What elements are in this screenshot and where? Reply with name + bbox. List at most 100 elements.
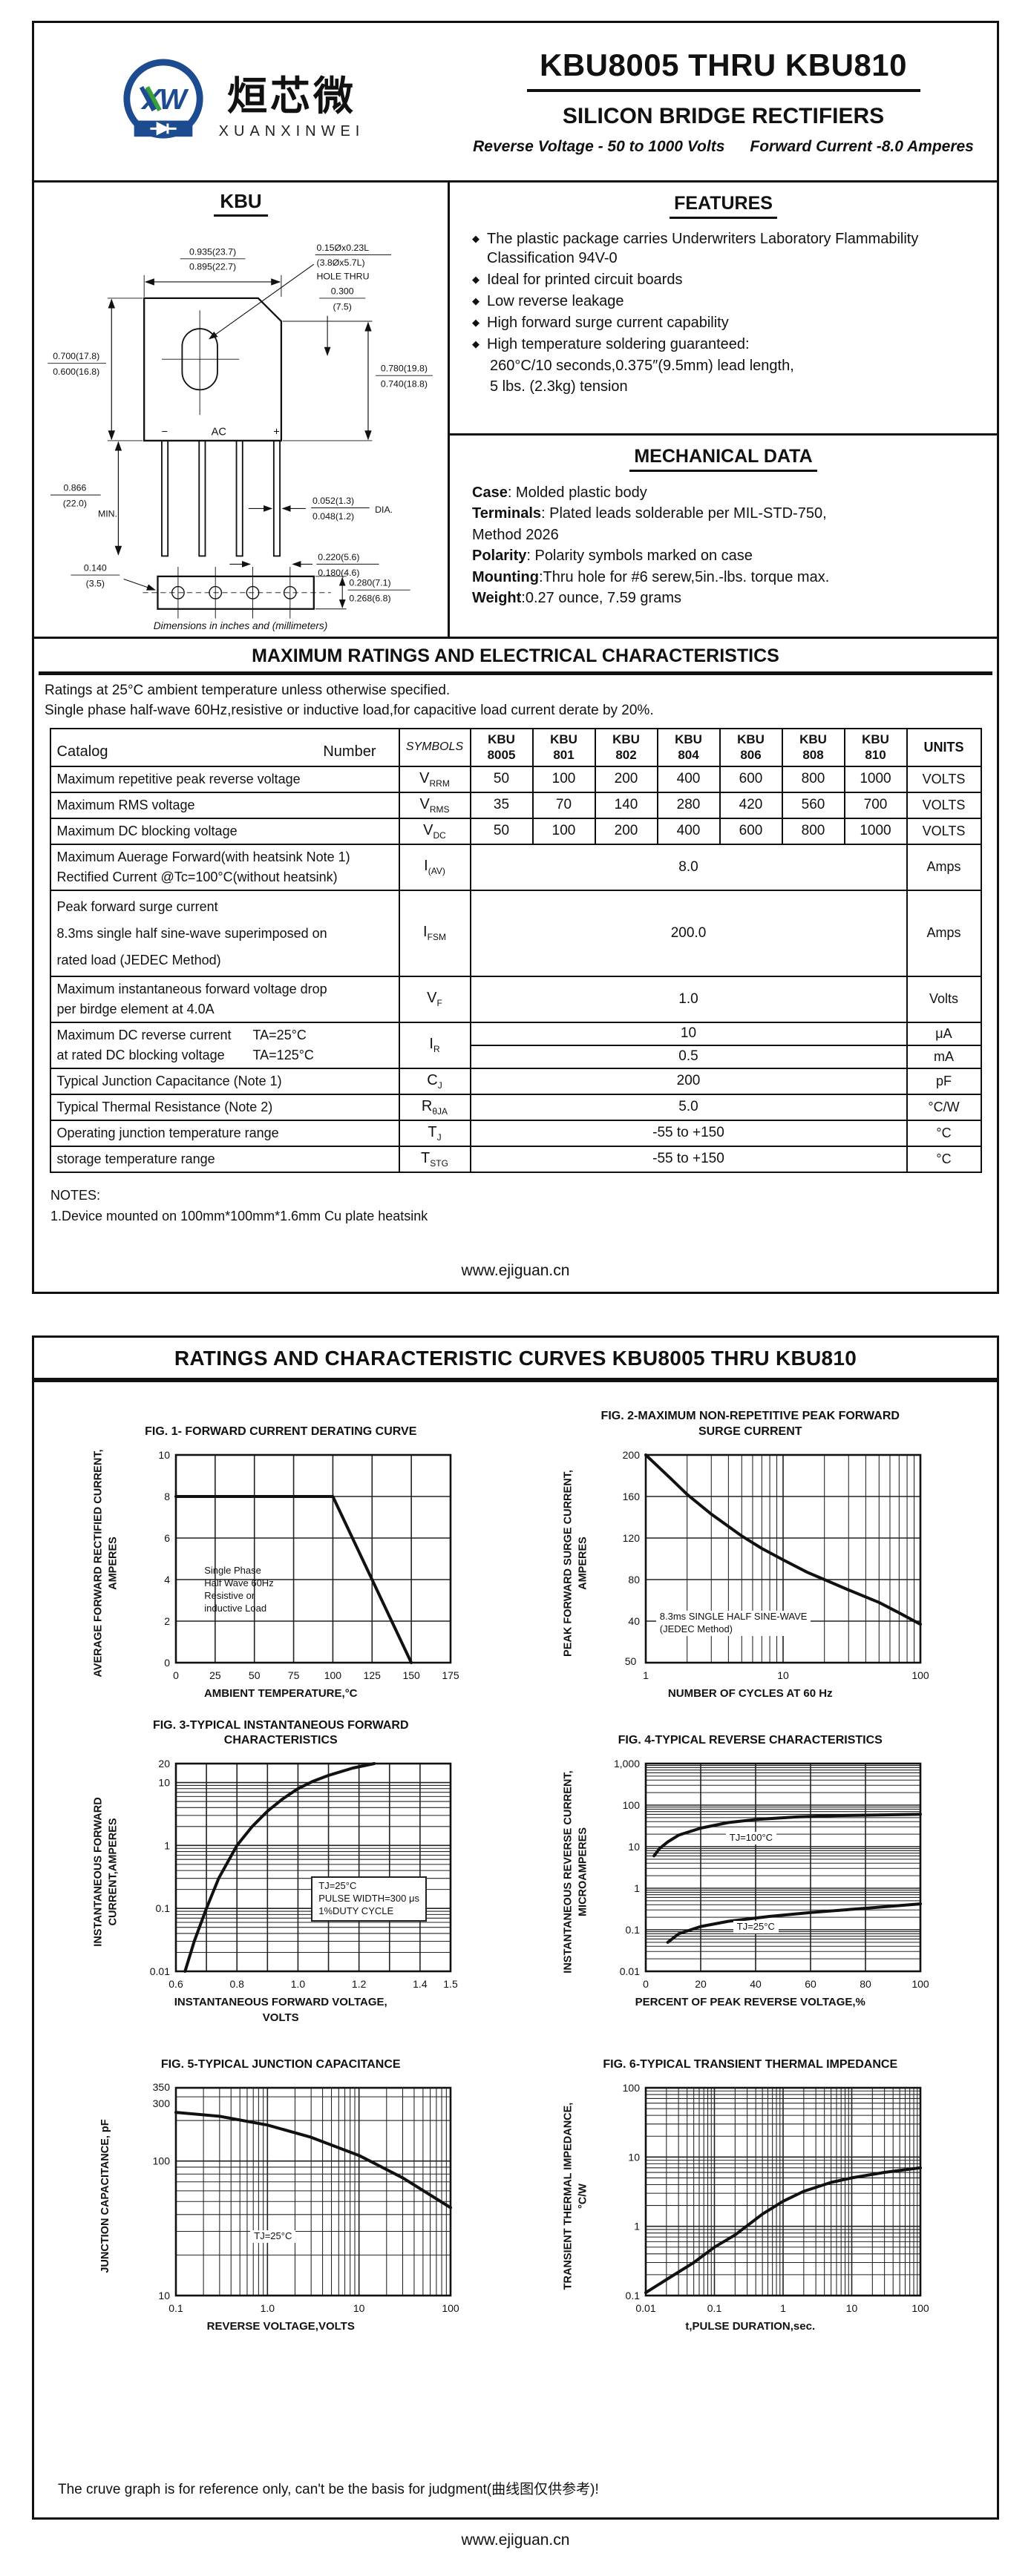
figure-y-axis-title: INSTANTANEOUS REVERSE CURRENT, MICROAMPER…	[562, 1770, 589, 1974]
dim-lead-length-mm: (22.0)	[63, 499, 87, 509]
y-axis-corner-label: 50	[624, 1655, 637, 1667]
feature-detail-line: 5 lbs. (2.3kg) tension	[490, 378, 628, 395]
annotation-tj-25: TJ=25°C	[733, 1921, 779, 1934]
reference-disclaimer: The cruve graph is for reference only, c…	[58, 2482, 599, 2497]
dim-hole-offset-mm: (7.5)	[333, 301, 352, 312]
dim-lead-pitch-max: 0.220(5.6)	[318, 552, 359, 562]
y-tick-label: 8	[164, 1491, 170, 1502]
package-dimension-drawing: − AC + 0.935(23.7) 0.895(22.7) 0.15Øx0.2…	[48, 243, 433, 631]
feature-item: ◆ High forward surge current capability	[472, 315, 729, 331]
curve-TJ=100°C	[652, 1813, 922, 1858]
notes-heading: NOTES:	[50, 1187, 101, 1203]
part-column-header: KBU 810	[843, 728, 908, 767]
x-tick-label: 0	[173, 1669, 179, 1681]
figure-x-axis-title: PERCENT OF PEAK REVERSE VOLTAGE,%	[635, 1996, 865, 2009]
dim-lead-dia-max: 0.052(1.3)	[312, 496, 354, 506]
y-tick-label: 1	[634, 2220, 640, 2232]
ratings-table: Catalog Number SYMBOLS KBU 8005 KBU 801 KBU…	[49, 728, 982, 1173]
footer-url[interactable]: www.ejiguan.cn	[461, 1262, 570, 1279]
part-column-header: KBU 801	[531, 728, 596, 767]
mechanical-line: Method 2026	[472, 526, 559, 543]
footer-url[interactable]: www.ejiguan.cn	[461, 2531, 570, 2549]
curve-peak surge current	[644, 1453, 922, 1626]
diamond-bullet-icon: ◆	[472, 274, 480, 285]
annotation-surge-conditions: 8.3ms SINGLE HALF SINE-WAVE (JEDEC Method…	[655, 1611, 811, 1636]
y-tick-label: 200	[622, 1449, 640, 1461]
y-tick-label: 0	[164, 1657, 170, 1669]
table-row: Operating junction temperature range TJ …	[49, 1119, 982, 1147]
x-tick-label: 175	[442, 1669, 460, 1681]
figure-title: FIG. 1- FORWARD CURRENT DERATING CURVE	[145, 1425, 417, 1439]
datasheet-page-1: XW 烜芯微 XUANXINWEI KBU8005 THRU KBU810 SI…	[32, 21, 999, 1294]
figure-title: FIG. 6-TYPICAL TRANSIENT THERMAL IMPEDAN…	[603, 2057, 898, 2071]
annotation-load-conditions: Single Phase Half Wave 60Hz Resistive or in…	[204, 1565, 274, 1614]
y-tick-label: 10	[159, 1449, 171, 1461]
curve-junction capacitance	[174, 2110, 453, 2209]
table-row: Maximum RMS voltage VRMS 35 70 140 280 420 56…	[49, 791, 982, 819]
y-tick-label: 160	[622, 1491, 640, 1502]
dim-lead-length-min-label: MIN.	[98, 508, 117, 519]
dim-height-to-hole-min: 0.740(18.8)	[381, 379, 428, 390]
feature-item: ◆ Ideal for printed circuit boards	[472, 272, 683, 288]
device-type-subtitle: SILICON BRIDGE RECTIFIERS	[562, 104, 885, 128]
mechanical-line: Terminals: Plated leads solderable per M…	[472, 505, 827, 522]
figure-1: FIG. 1- FORWARD CURRENT DERATING CURVE A…	[88, 1407, 473, 1701]
heading-rule	[39, 671, 992, 675]
y-tick-label: 1,000	[614, 1758, 640, 1770]
catalog-number-header: Catalog Number	[56, 743, 376, 760]
part-column-header: KBU 808	[781, 728, 845, 767]
x-tick-label: 0.1	[169, 2302, 184, 2314]
mechanical-heading: MECHANICAL DATA	[629, 446, 817, 472]
y-tick-label: 120	[622, 1532, 640, 1544]
curve-TJ=25°C	[666, 1902, 922, 1945]
x-tick-label: 0.6	[169, 1978, 184, 1990]
table-header-row: Catalog Number SYMBOLS KBU 8005 KBU 801 KBU…	[49, 728, 982, 767]
dim-hole-thru-label: HOLE THRU	[316, 271, 369, 281]
figure-y-axis-title: INSTANTANEOUS FORWARD CURRENT,AMPERES	[92, 1797, 120, 1947]
y-tick-label: 10	[628, 1841, 640, 1853]
brand-logo: XW 烜芯微 XUANXINWEI	[34, 23, 450, 180]
x-tick-label: 80	[860, 1978, 871, 1990]
x-tick-label: 10	[845, 2302, 857, 2314]
reverse-characteristics-chart: 0 20 40 60 80 100 1,000 100 10 1 0.1 0.01	[614, 1758, 929, 1990]
y-tick-label: 0.1	[156, 1902, 171, 1914]
x-tick-label: 60	[805, 1978, 816, 1990]
symbols-header: SYMBOLS	[398, 728, 471, 767]
y-tick-label: 0.01	[150, 1965, 170, 1977]
units-header: UNITS	[906, 728, 982, 767]
ratings-condition-note-1: Ratings at 25°C ambient temperature unle…	[45, 683, 451, 698]
y-tick-label: 0.1	[625, 2290, 640, 2301]
dim-lead-dia-min: 0.048(1.2)	[312, 511, 354, 522]
banner-rule	[34, 1378, 997, 1382]
mechanical-line: Weight:0.27 ounce, 7.59 grams	[472, 589, 681, 606]
y-tick-label: 80	[628, 1574, 640, 1586]
curve-transient thermal impedance	[644, 2166, 922, 2294]
polarity-ac-label: AC	[212, 427, 226, 438]
x-tick-label: 1.5	[444, 1978, 459, 1990]
x-tick-label: 100	[911, 2302, 929, 2314]
y-tick-label: 4	[164, 1574, 170, 1586]
dim-side-offset-mm: (3.5)	[86, 579, 105, 589]
figure-title: FIG. 4-TYPICAL REVERSE CHARACTERISTICS	[618, 1734, 883, 1747]
figure-y-axis-title: PEAK FORWARD SURGE CURRENT, AMPERES	[562, 1470, 589, 1657]
table-row: Maximum DC reverse current TA=25°C at rat…	[49, 1021, 982, 1069]
brand-name-chinese: 烜芯微	[227, 74, 356, 119]
figure-y-axis-title: TRANSIENT THERMAL IMPEDANCE, °C/W	[562, 2102, 589, 2290]
diamond-bullet-icon: ◆	[472, 317, 480, 328]
figure-y-axis-title: JUNCTION CAPACITANCE, pF	[99, 2119, 112, 2273]
ratings-condition-note-2: Single phase half-wave 60Hz,resistive or…	[45, 702, 654, 718]
title-underline	[526, 89, 920, 92]
figure-x-axis-title: NUMBER OF CYCLES AT 60 Hz	[667, 1687, 833, 1700]
dim-body-height-min: 0.600(16.8)	[53, 367, 99, 377]
x-tick-label: 0	[643, 1978, 649, 1990]
figure-4: FIG. 4-TYPICAL REVERSE CHARACTERISTICS I…	[558, 1716, 943, 2025]
dim-height-to-hole-max: 0.780(19.8)	[381, 364, 428, 374]
table-row: Maximum repetitive peak reverse voltage …	[49, 765, 982, 793]
polarity-minus-label: −	[161, 427, 168, 438]
y-tick-label: 20	[159, 1758, 171, 1770]
ratings-heading: MAXIMUM RATINGS AND ELECTRICAL CHARACTER…	[252, 645, 779, 666]
mechanical-line: Mounting:Thru hole for #6 serew,5in.-lbs…	[472, 568, 830, 585]
forward-characteristics-chart: 0.6 0.8 1.0 1.2 1.4 1.5 20 10 1 0.1 0.01	[150, 1758, 459, 1990]
y-tick-label: 0.1	[625, 1924, 640, 1936]
